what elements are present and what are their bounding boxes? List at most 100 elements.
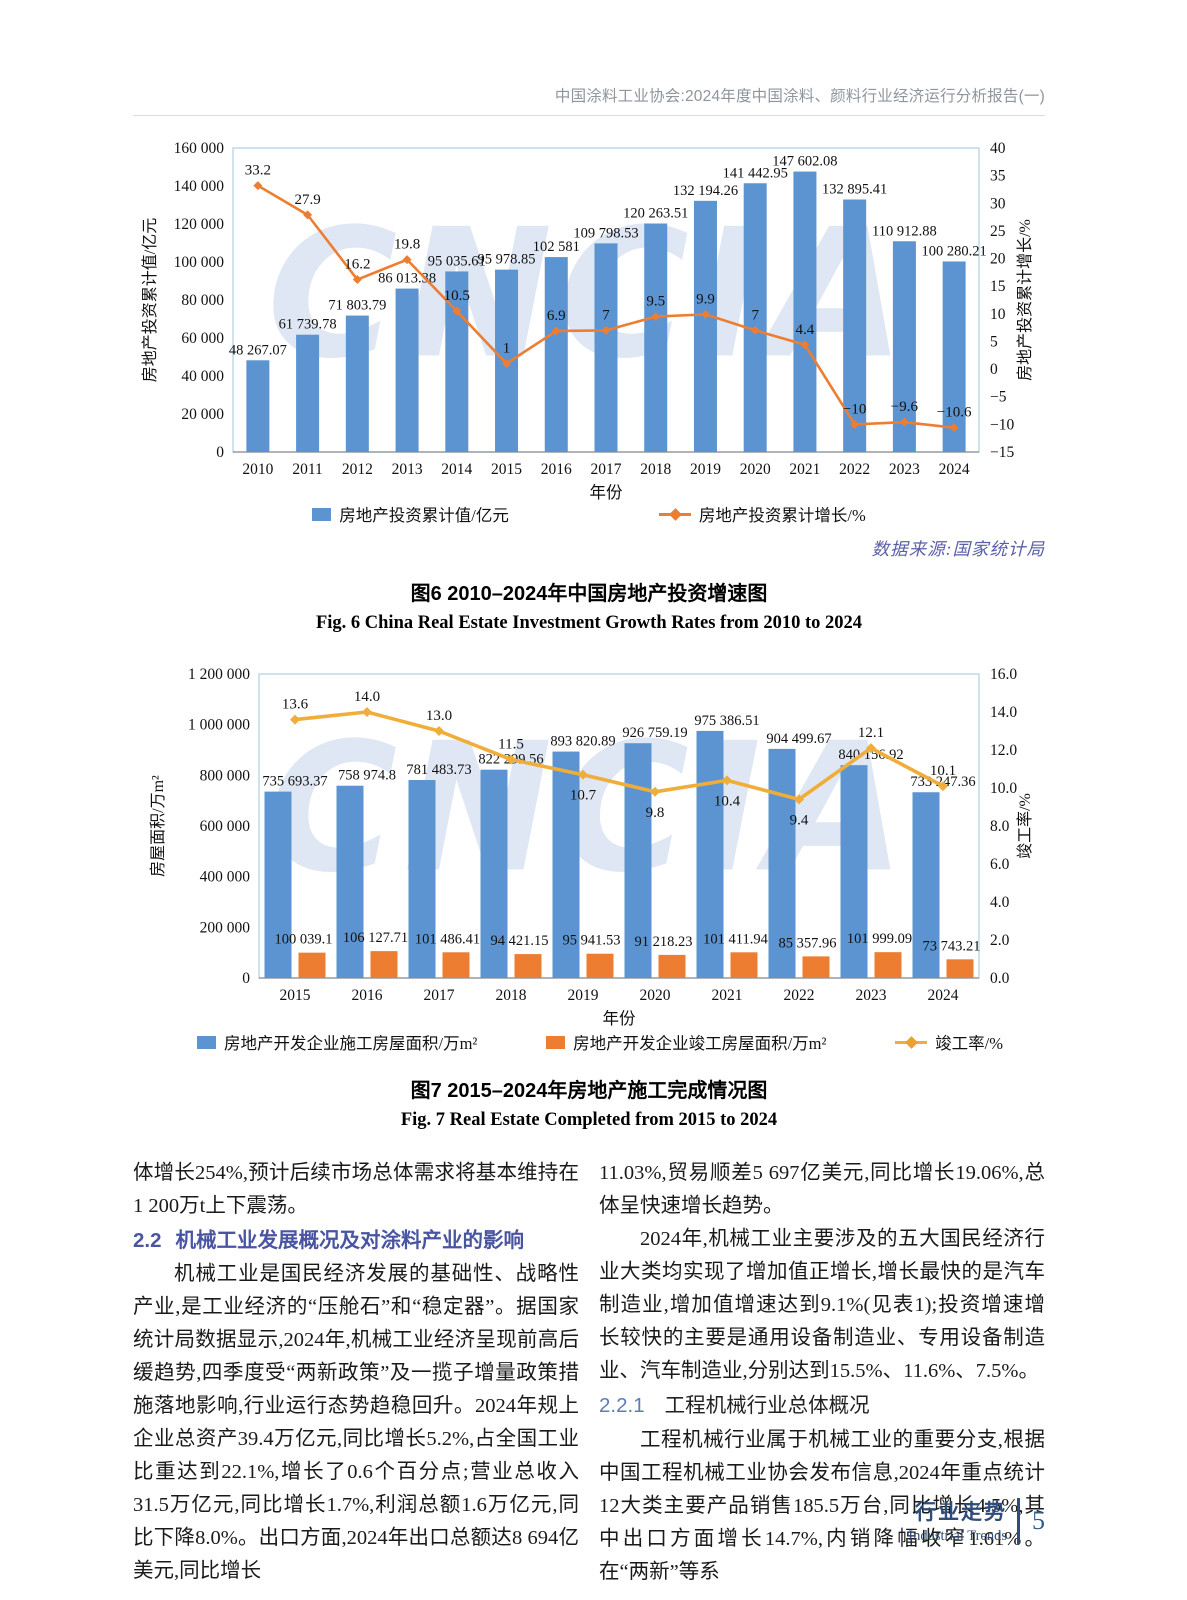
svg-text:12.1: 12.1	[858, 725, 884, 741]
page-content: 中国涂料工业协会:2024年度中国涂料、颜料行业经济运行分析报告(一) CNCI…	[133, 0, 1045, 1589]
svg-text:95 978.85: 95 978.85	[478, 252, 536, 268]
figure6-caption: 图6 2010–2024年中国房地产投资增速图 Fig. 6 China Rea…	[133, 577, 1045, 634]
figure7-caption: 图7 2015–2024年房地产施工完成情况图 Fig. 7 Real Esta…	[133, 1074, 1045, 1131]
orange-line-swatch-icon	[658, 507, 691, 521]
svg-text:−10: −10	[843, 401, 866, 417]
svg-text:1 000 000: 1 000 000	[188, 717, 250, 734]
svg-text:0.0: 0.0	[990, 970, 1010, 987]
svg-text:200 000: 200 000	[200, 919, 251, 936]
svg-text:140 000: 140 000	[174, 178, 225, 195]
svg-text:年份: 年份	[603, 1009, 637, 1028]
svg-text:年份: 年份	[590, 483, 624, 502]
svg-text:0: 0	[216, 444, 224, 461]
body-paragraph: 2024年,机械工业主要涉及的五大国民经济行业大类均实现了增加值正增长,增长最快…	[599, 1228, 1045, 1382]
svg-text:61 739.78: 61 739.78	[279, 317, 337, 333]
svg-text:11.5: 11.5	[498, 737, 524, 753]
svg-text:10.5: 10.5	[444, 288, 470, 304]
footer-section-en: Industrial Trends	[908, 1528, 1007, 1544]
svg-text:120 000: 120 000	[174, 216, 225, 233]
svg-text:10.0: 10.0	[990, 780, 1017, 797]
svg-text:1: 1	[503, 341, 511, 357]
svg-text:14.0: 14.0	[354, 689, 380, 705]
svg-text:109 798.53: 109 798.53	[573, 225, 638, 241]
svg-text:160 000: 160 000	[174, 140, 225, 157]
svg-text:2011: 2011	[292, 461, 322, 478]
svg-text:7: 7	[602, 307, 610, 323]
figure7-caption-en: Fig. 7 Real Estate Completed from 2015 t…	[400, 1110, 778, 1130]
svg-text:16.2: 16.2	[344, 257, 370, 273]
svg-text:110 912.88: 110 912.88	[872, 223, 937, 239]
svg-text:20 000: 20 000	[181, 406, 224, 423]
svg-text:1 200 000: 1 200 000	[188, 666, 250, 683]
svg-text:95 035.61: 95 035.61	[428, 253, 486, 269]
svg-text:−15: −15	[990, 444, 1014, 461]
figure7-caption-cn: 图7 2015–2024年房地产施工完成情况图	[410, 1080, 768, 1102]
svg-text:904 499.67: 904 499.67	[766, 731, 831, 747]
legend-label: 房地产开发企业竣工房屋面积/万m²	[573, 1034, 827, 1053]
svg-text:400 000: 400 000	[200, 869, 251, 886]
svg-text:−5: −5	[990, 389, 1007, 406]
svg-text:100 280.21: 100 280.21	[922, 243, 987, 259]
svg-text:2013: 2013	[392, 461, 423, 478]
svg-text:9.4: 9.4	[790, 812, 809, 828]
svg-text:71 803.79: 71 803.79	[328, 298, 386, 314]
svg-text:2024: 2024	[939, 461, 970, 478]
svg-text:2022: 2022	[839, 461, 870, 478]
svg-text:15: 15	[990, 278, 1006, 295]
svg-text:27.9: 27.9	[294, 192, 320, 208]
svg-text:40 000: 40 000	[181, 368, 224, 385]
svg-text:33.2: 33.2	[245, 163, 271, 179]
svg-text:2015: 2015	[280, 987, 311, 1004]
svg-text:13.0: 13.0	[426, 708, 452, 724]
svg-text:2022: 2022	[784, 987, 815, 1004]
svg-text:19.8: 19.8	[394, 237, 420, 253]
svg-text:120 263.51: 120 263.51	[623, 205, 688, 221]
svg-text:房地产投资累计增长/%: 房地产投资累计增长/%	[1016, 219, 1034, 381]
svg-text:4.0: 4.0	[990, 894, 1010, 911]
svg-text:141 442.95: 141 442.95	[723, 165, 788, 181]
svg-text:2017: 2017	[424, 987, 455, 1004]
svg-text:10.4: 10.4	[714, 793, 741, 809]
svg-text:86 013.38: 86 013.38	[378, 271, 436, 287]
svg-text:2019: 2019	[690, 461, 721, 478]
svg-text:0: 0	[242, 970, 250, 987]
svg-text:12.0: 12.0	[990, 742, 1017, 759]
svg-text:9.8: 9.8	[646, 805, 665, 821]
svg-text:758 974.8: 758 974.8	[338, 768, 396, 784]
body-paragraph: 机械工业是国民经济发展的基础性、战略性产业,是工业经济的“压舱石”和“稳定器”。…	[133, 1263, 579, 1582]
svg-text:2016: 2016	[541, 461, 572, 478]
figure7-block: CNCIA 0 200 000 400 000 600 000 800 000 1 000…	[133, 658, 1045, 1054]
svg-text:9.5: 9.5	[646, 294, 665, 310]
svg-text:2014: 2014	[441, 461, 472, 478]
svg-text:30: 30	[990, 195, 1006, 212]
svg-text:781 483.73: 781 483.73	[406, 762, 471, 778]
legend-item: 房地产投资累计增长/%	[658, 502, 866, 526]
svg-text:2016: 2016	[352, 987, 383, 1004]
svg-text:926 759.19: 926 759.19	[622, 725, 687, 741]
svg-text:25: 25	[990, 223, 1006, 240]
footer-section-cn: 行业走势	[915, 1501, 1007, 1524]
legend-item: 竣工率/%	[895, 1030, 1003, 1054]
page-number: 5	[1032, 1505, 1045, 1535]
svg-text:10.7: 10.7	[570, 788, 597, 804]
svg-text:13.6: 13.6	[282, 697, 309, 713]
svg-text:8.0: 8.0	[990, 818, 1010, 835]
svg-text:132 895.41: 132 895.41	[822, 181, 887, 197]
legend-item: 房地产投资累计值/亿元	[312, 502, 509, 526]
legend-label: 竣工率/%	[935, 1034, 1003, 1053]
svg-text:101 486.41: 101 486.41	[415, 931, 480, 947]
body-column-left: 体增长254%,预计后续市场总体需求将基本维持在1 200万t上下震荡。 2.2 机…	[133, 1157, 579, 1589]
svg-text:91 218.23: 91 218.23	[635, 934, 693, 950]
figure7-legend: 房地产开发企业施工房屋面积/万m² 房地产开发企业竣工房屋面积/万m² 竣工率/…	[133, 1030, 1045, 1054]
svg-text:95 941.53: 95 941.53	[563, 933, 621, 949]
svg-text:147 602.08: 147 602.08	[772, 154, 837, 170]
svg-text:101 411.94: 101 411.94	[703, 931, 768, 947]
svg-text:101 999.09: 101 999.09	[847, 931, 912, 947]
section-heading: 2.2.1 工程机械行业总体概况	[599, 1394, 870, 1417]
svg-text:6.0: 6.0	[990, 856, 1010, 873]
svg-text:2.0: 2.0	[990, 932, 1010, 949]
svg-text:房地产投资累计值/亿元: 房地产投资累计值/亿元	[141, 218, 159, 382]
svg-text:−10: −10	[990, 416, 1014, 433]
svg-text:10.1: 10.1	[930, 763, 956, 779]
svg-text:16.0: 16.0	[990, 666, 1017, 683]
